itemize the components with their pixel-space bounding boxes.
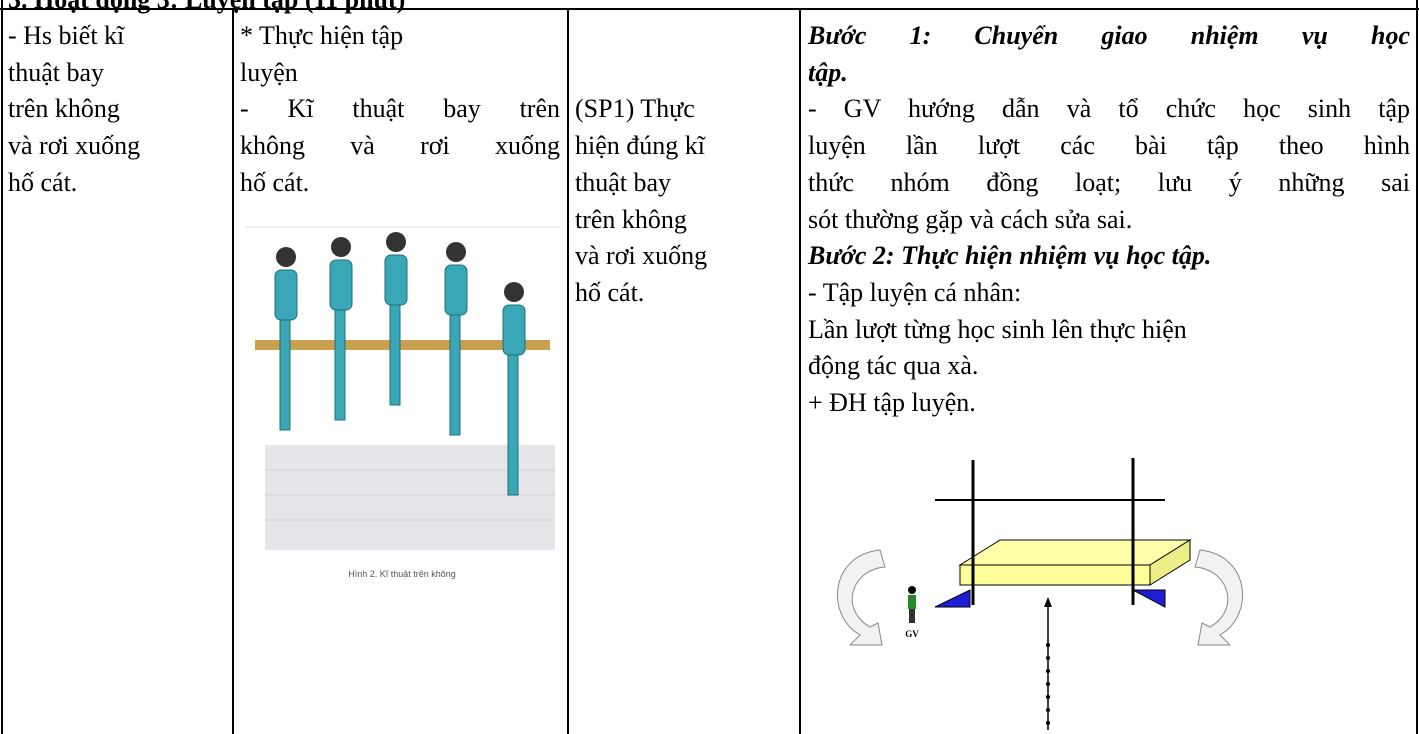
text-line: không và rơi xuống: [240, 131, 560, 161]
text-line: + ĐH tập luyện.: [808, 388, 976, 417]
text-line: thuật bay: [575, 167, 672, 197]
border: [1416, 0, 1418, 734]
text-line: Bước 1: Chuyển giao nhiệm vụ học: [808, 21, 1410, 50]
text-line: tập.: [808, 57, 848, 87]
text-line: thuật bay: [8, 57, 105, 87]
figure-caption: Hình 2. Kĩ thuật trên không: [348, 569, 456, 579]
teacher-label: GV: [905, 629, 919, 639]
section-heading: 3. Hoạt động 3: Luyện tập (11 phút): [8, 0, 405, 18]
text-line: hố cát.: [240, 167, 310, 197]
border: [567, 9, 569, 734]
text-line: * Thực hiện tập: [240, 21, 404, 50]
text-line: hố cát.: [575, 277, 645, 307]
text-line: hiện đúng kĩ: [575, 131, 705, 161]
illustration: Hình 2. Kĩ thuật trên không: [245, 226, 560, 579]
text-line: thức nhóm đồng loạt; lưu ý những sai: [808, 167, 1410, 197]
text-line: luyện: [240, 57, 298, 87]
border: [232, 9, 234, 734]
text-line: - Hs biết kĩ: [8, 21, 125, 50]
teacher-icon: GV: [905, 586, 919, 639]
text-line: - Tập luyện cá nhân:: [808, 277, 1022, 307]
text-line: (SP1) Thực: [575, 94, 695, 124]
border: [799, 9, 801, 734]
formation-diagram: GV: [837, 458, 1243, 730]
text-line: động tác qua xà.: [808, 351, 979, 381]
header-border: [0, 8, 1419, 10]
text-line: luyện lần lượt các bài tập theo hình: [808, 131, 1410, 161]
text-line: và rơi xuống: [8, 131, 141, 161]
text-line: trên không: [8, 94, 120, 124]
text-line: sót thường gặp và cách sửa sai.: [808, 204, 1133, 234]
text-line: - GV hướng dẫn và tổ chức học sinh tập: [808, 94, 1410, 124]
text-line: và rơi xuống: [575, 241, 708, 271]
text-line: - Kĩ thuật bay trên: [240, 94, 560, 124]
border: [1, 0, 3, 734]
text-line: hố cát.: [8, 167, 78, 197]
text-line: Lần lượt từng học sinh lên thực hiện: [808, 314, 1187, 344]
text-line: Bước 2: Thực hiện nhiệm vụ học tập.: [808, 241, 1212, 271]
text-line: trên không: [575, 204, 687, 234]
